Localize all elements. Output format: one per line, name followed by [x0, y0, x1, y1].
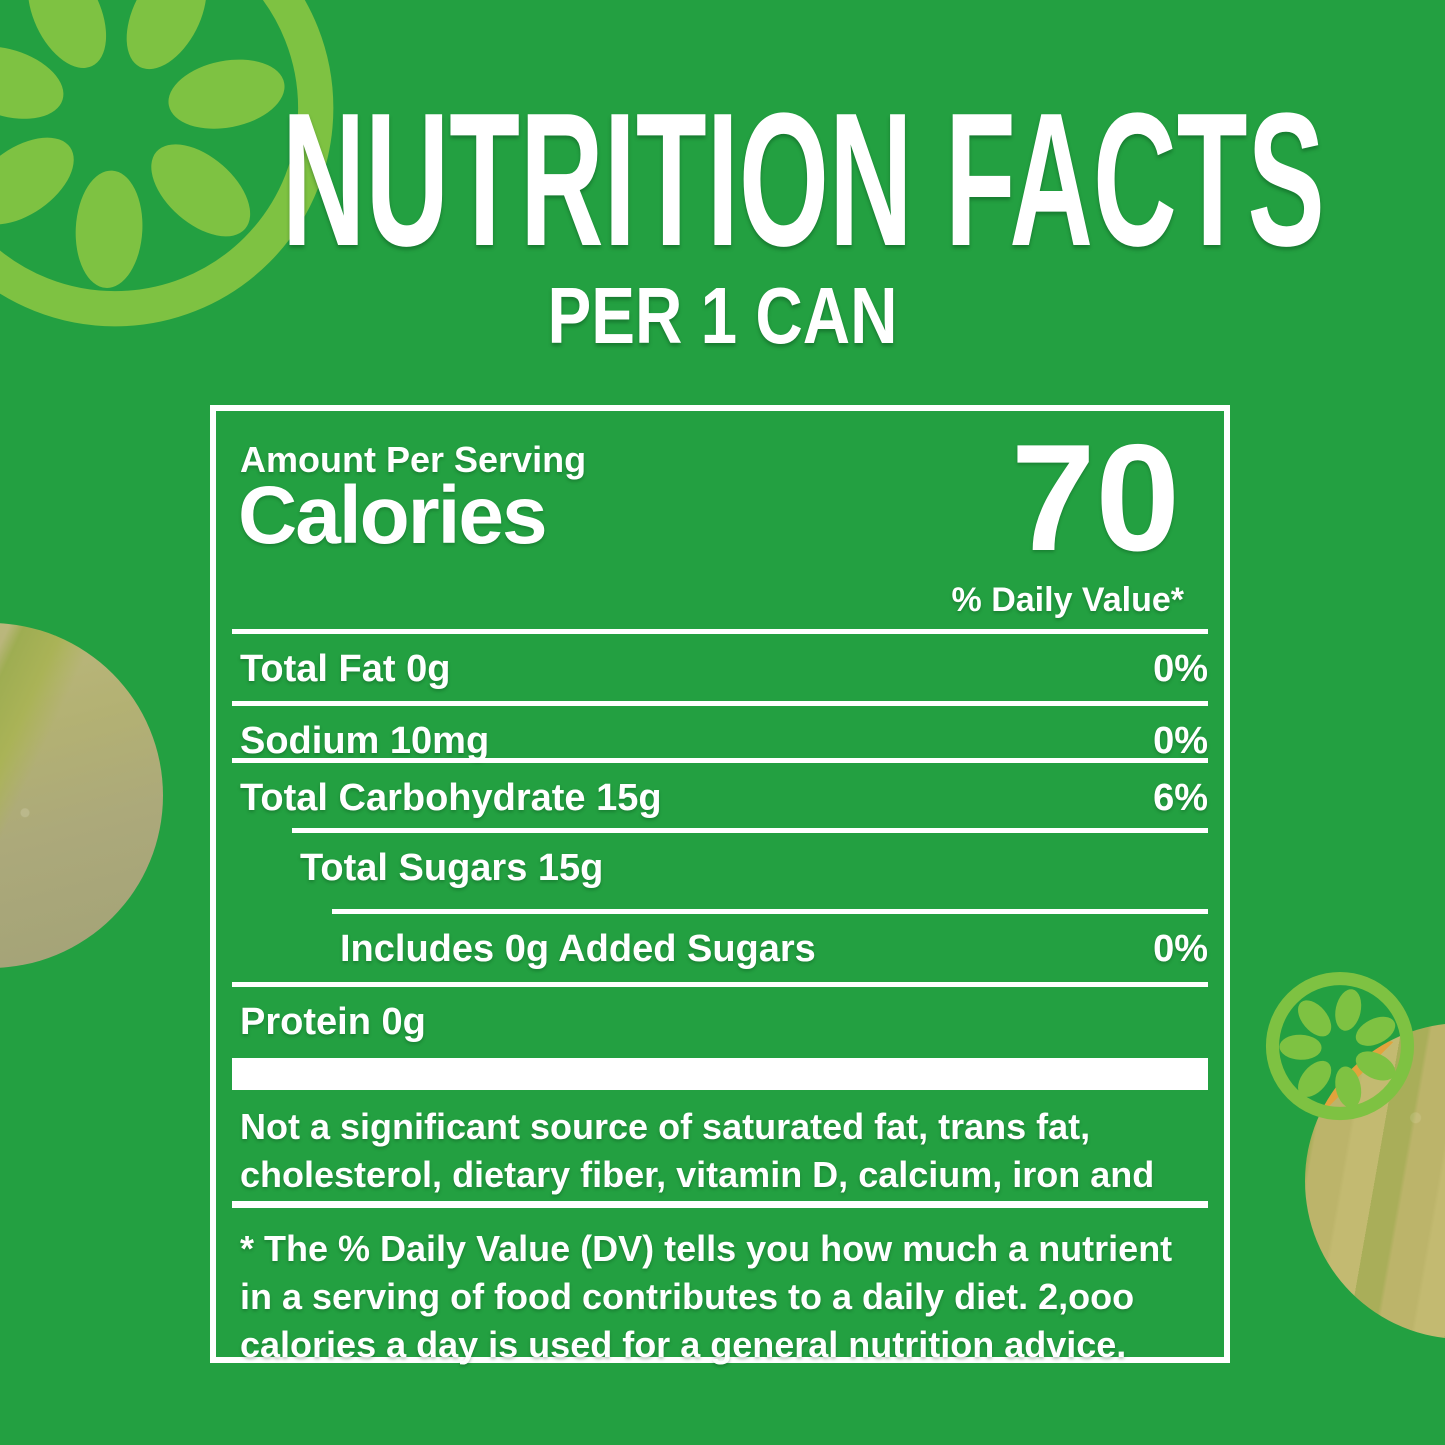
footnote-separator — [232, 1201, 1208, 1208]
calories-value: 70 — [1010, 413, 1180, 583]
lime-slice-icon — [0, 0, 334, 327]
note-line: cholesterol, dietary fiber, vitamin D, c… — [240, 1154, 1155, 1195]
nutrient-daily-value: 6% — [1153, 777, 1208, 819]
nutrient-daily-value: 0% — [1153, 720, 1208, 762]
nutrient-label: Includes 0g Added Sugars — [340, 928, 816, 970]
note-line: Not a significant source of saturated fa… — [240, 1106, 1091, 1147]
daily-value-footnote: * The % Daily Value (DV) tells you how m… — [240, 1225, 1204, 1369]
thick-separator-bar — [232, 1058, 1208, 1090]
daily-value-header: % Daily Value* — [951, 581, 1184, 619]
footnote-line: * The % Daily Value (DV) tells you how m… — [240, 1228, 1173, 1269]
nutrient-label: Protein 0g — [240, 1001, 426, 1043]
serving-subtitle: PER 1 CAN — [547, 271, 898, 360]
footnote-line: in a serving of food contributes to a da… — [240, 1276, 1135, 1317]
nutrient-label: Total Carbohydrate 15g — [240, 777, 662, 819]
nutrient-label: Total Fat 0g — [240, 648, 451, 690]
nutrient-label: Total Sugars 15g — [300, 847, 604, 889]
nutrient-label: Sodium 10mg — [240, 720, 490, 762]
nutrition-label-box: Amount Per Serving Calories 70 % Daily V… — [210, 405, 1230, 1365]
lime-slice-icon — [1265, 971, 1415, 1121]
nutrient-row-total-carbohydrate: Total Carbohydrate 15g 6% — [232, 758, 1208, 822]
not-significant-source-note: Not a significant source of saturated fa… — [240, 1103, 1204, 1199]
footnote-line: calories a day is used for a general nut… — [240, 1324, 1127, 1365]
calories-label: Calories — [238, 470, 548, 561]
page-title: NUTRITION FACTS — [281, 74, 1325, 286]
nutrient-daily-value: 0% — [1153, 648, 1208, 690]
nutrient-row-added-sugars: Includes 0g Added Sugars 0% — [332, 909, 1208, 973]
nutrient-row-total-fat: Total Fat 0g 0% — [232, 629, 1208, 693]
nutrient-row-sodium: Sodium 10mg 0% — [232, 701, 1208, 765]
nutrient-row-total-sugars: Total Sugars 15g — [292, 828, 1208, 892]
nutrient-row-protein: Protein 0g — [232, 982, 1208, 1046]
nutrient-daily-value: 0% — [1153, 928, 1208, 970]
amount-per-serving-label: Amount Per Serving — [240, 439, 587, 480]
lime-photo-left — [0, 623, 163, 968]
